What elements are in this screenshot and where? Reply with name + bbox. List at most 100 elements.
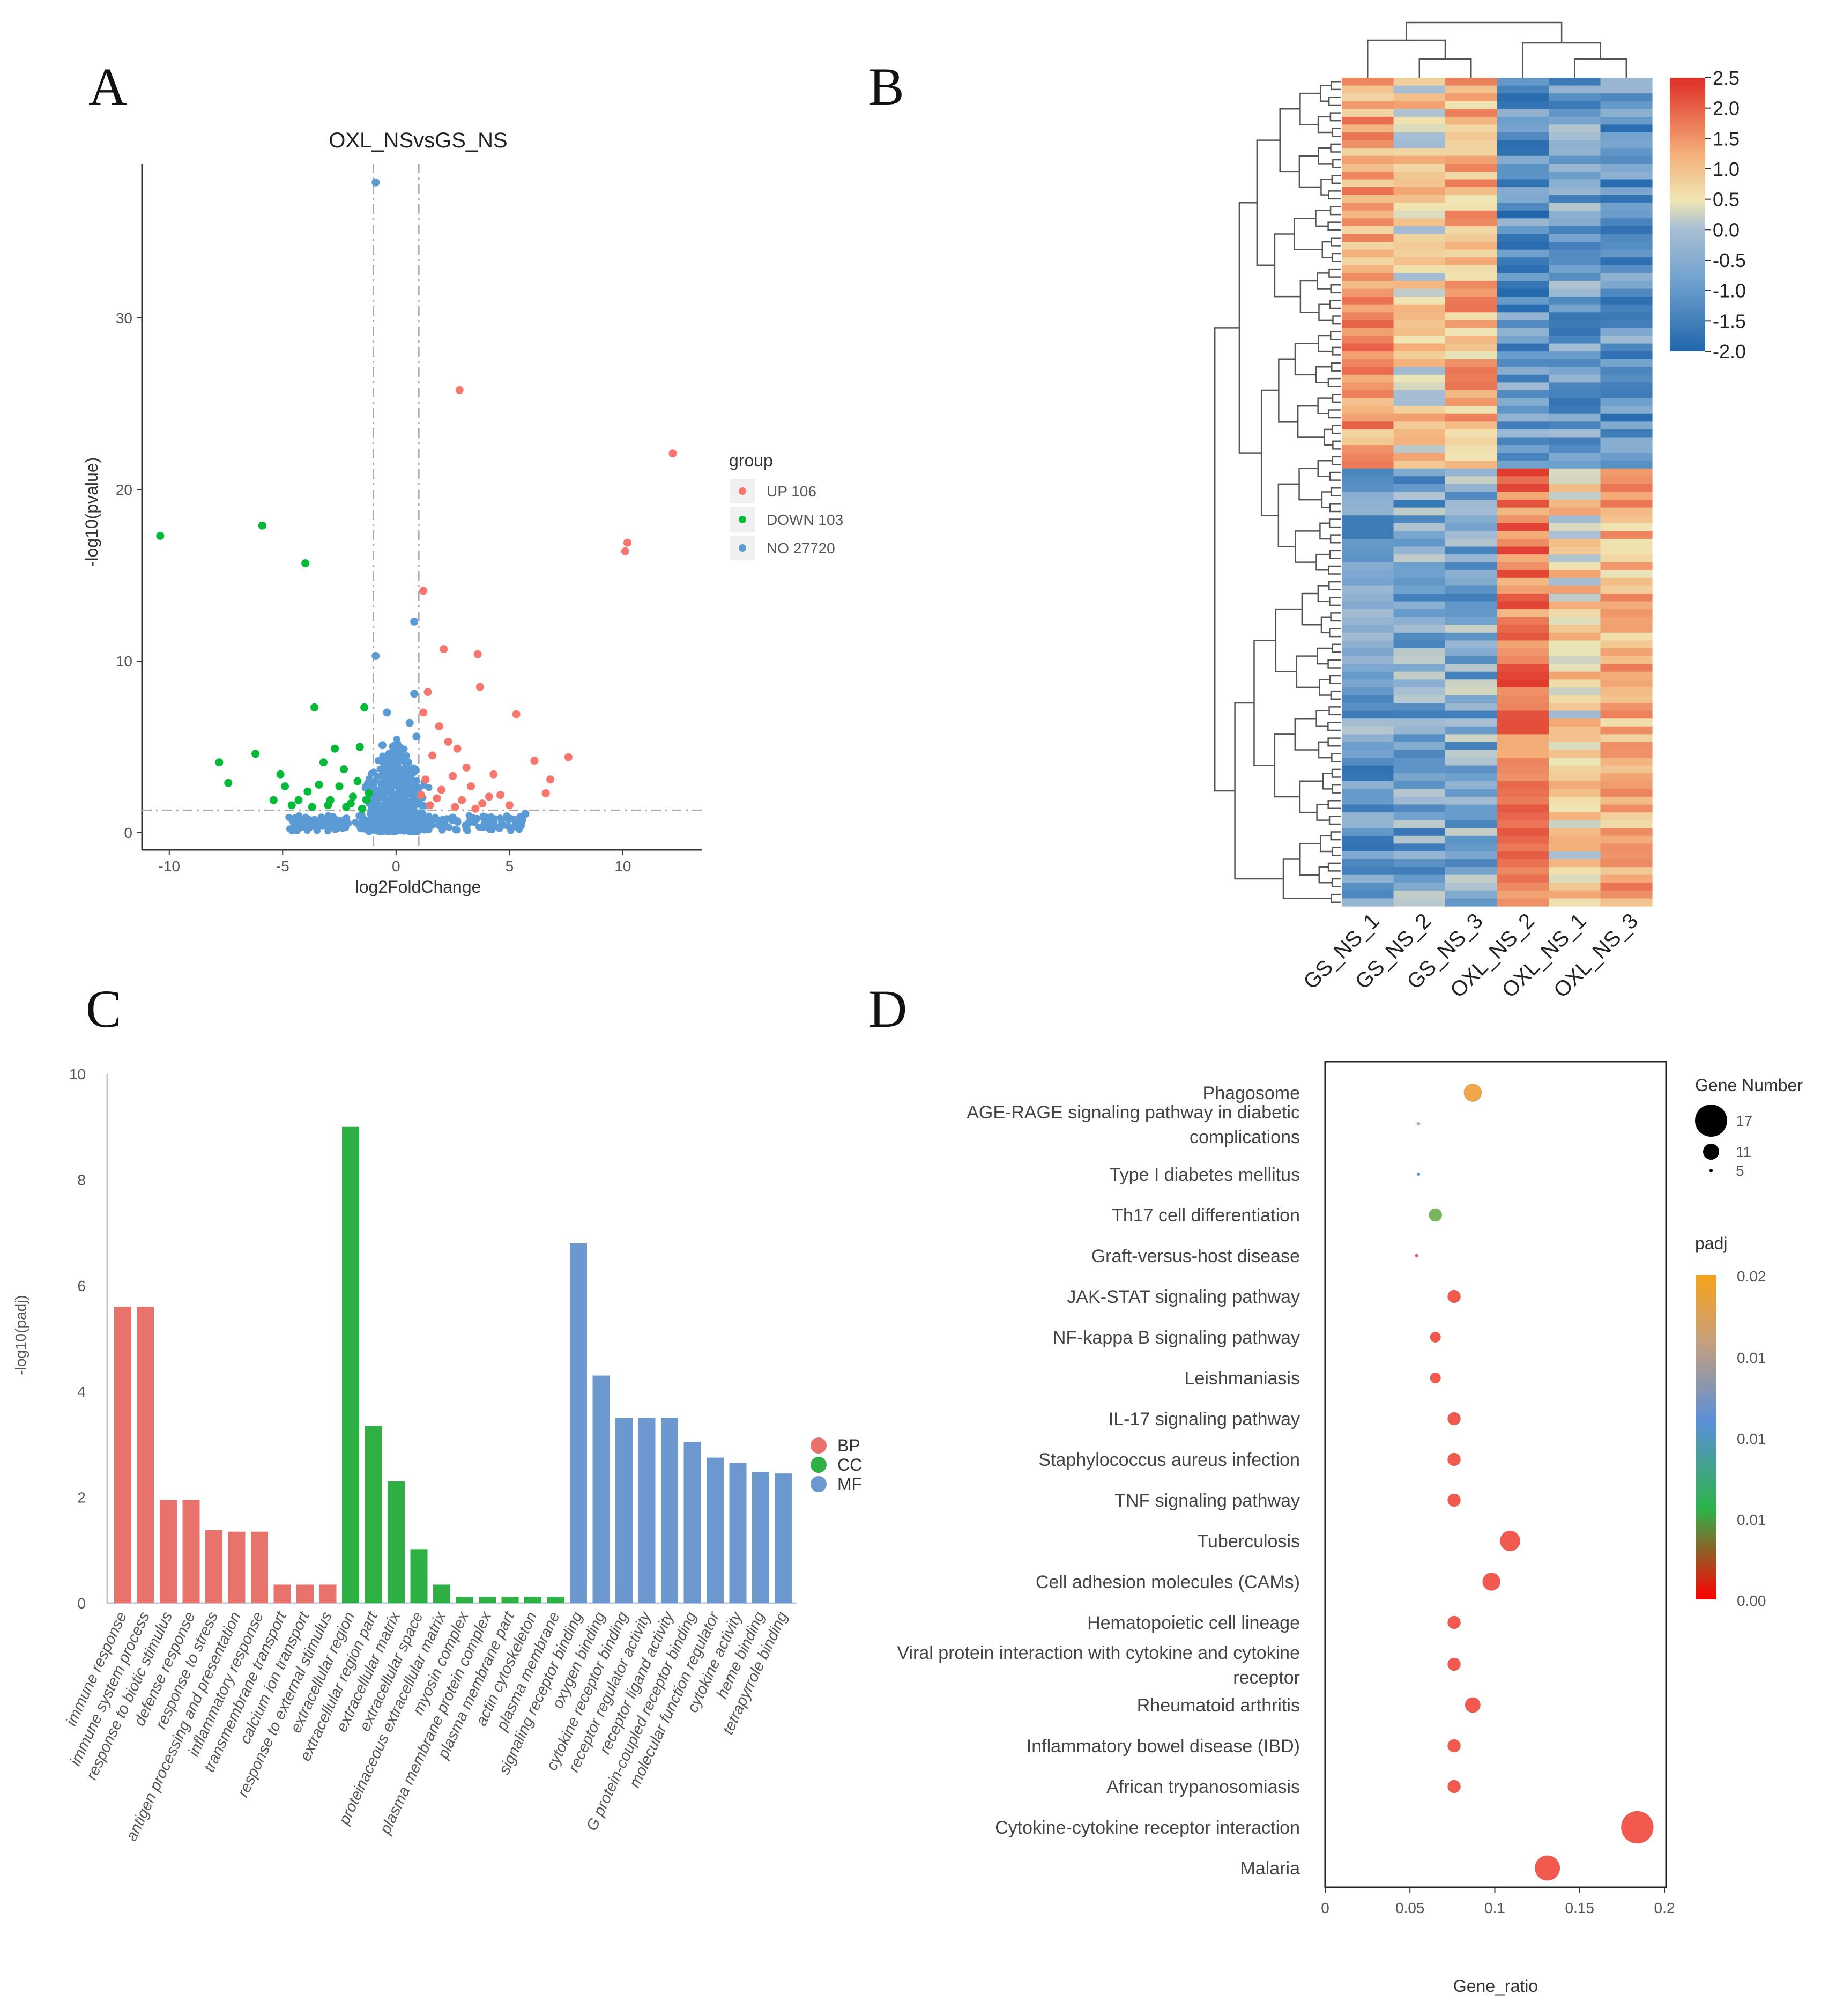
volcano-point-no-bg [503, 814, 510, 822]
volcano-point-no-bg [311, 823, 318, 831]
heatmap-cell [1393, 382, 1446, 391]
heatmap-cell [1393, 703, 1446, 711]
volcano-point-no-bg [381, 826, 389, 833]
heatmap-cell [1393, 867, 1446, 876]
heatmap-cell [1445, 140, 1498, 149]
heatmap-cell [1600, 78, 1653, 86]
heatmap-cell [1600, 328, 1653, 336]
heatmap-cell [1600, 109, 1653, 117]
heatmap-cell [1393, 445, 1446, 454]
heatmap-cell [1549, 132, 1601, 141]
heatmap-cell [1445, 695, 1498, 703]
heatmap-cell [1600, 273, 1653, 281]
heatmap-cell [1342, 883, 1394, 891]
dendrogram-link [1317, 397, 1333, 414]
dendrogram-link [1332, 643, 1341, 653]
heatmap-cell [1600, 593, 1653, 602]
heatmap-cell [1445, 632, 1498, 641]
heatmap-cell [1445, 898, 1498, 907]
heatmap-cell [1600, 507, 1653, 516]
heatmap-cell [1497, 195, 1549, 203]
heatmap-cell [1393, 406, 1446, 414]
volcano-point-down [215, 758, 224, 767]
heatmap-cell [1342, 867, 1394, 876]
heatmap-cell [1342, 421, 1394, 430]
heatmap-cell [1445, 874, 1498, 883]
heatmap-cell [1549, 625, 1601, 633]
go-bar [251, 1531, 268, 1603]
heatmap-cell [1600, 398, 1653, 406]
dendrogram-link [1328, 706, 1341, 716]
heatmap-cell [1445, 577, 1498, 587]
heatmap-cell [1393, 234, 1446, 242]
heatmap-cell [1497, 742, 1549, 751]
heatmap-cell [1342, 374, 1394, 383]
dendrogram-link [1330, 690, 1341, 700]
panel-letter-b: B [868, 57, 904, 116]
heatmap-cell [1393, 617, 1446, 625]
volcano-point-no [401, 796, 410, 804]
heatmap-cell [1445, 413, 1498, 422]
volcano-point-down [156, 531, 165, 540]
volcano-y-tick-label: 20 [116, 481, 132, 498]
size-legend-dot-11 [1703, 1144, 1719, 1160]
dendrogram-link [1328, 581, 1341, 590]
heatmap-cell [1549, 179, 1601, 188]
heatmap-cell [1600, 85, 1653, 94]
heatmap-cell [1445, 171, 1498, 180]
heatmap-cell [1549, 593, 1601, 602]
heatmap-cell [1600, 828, 1653, 836]
volcano-point-no [410, 617, 419, 626]
heatmap-cell [1393, 859, 1446, 868]
heatmap-cell [1497, 280, 1549, 290]
volcano-point-up [473, 650, 482, 658]
heatmap-cell [1549, 187, 1601, 196]
heatmap-cell [1342, 546, 1394, 555]
kegg-term-label: Hematopoietic cell lineage [1087, 1613, 1300, 1633]
heatmap-cell [1445, 867, 1498, 876]
heatmap-cell [1342, 390, 1394, 399]
dendrogram-link [1328, 565, 1341, 575]
volcano-point-no-bg [403, 826, 411, 834]
go-bar [638, 1418, 656, 1603]
go-bar [479, 1597, 496, 1603]
heatmap-cell [1445, 609, 1498, 618]
heatmap-cell [1393, 280, 1446, 290]
heatmap-cell [1342, 625, 1394, 633]
heatmap-cell [1497, 468, 1549, 477]
volcano-point-no [396, 791, 405, 799]
heatmap-cell [1600, 429, 1653, 438]
heatmap-cell [1445, 390, 1498, 399]
legend-dot-down [739, 516, 746, 523]
dendrogram-link [1406, 21, 1563, 43]
volcano-point-no-bg [359, 814, 367, 822]
dendrogram-link [1327, 799, 1341, 810]
heatmap-cell [1342, 859, 1394, 868]
heatmap-cell [1497, 585, 1549, 594]
kegg-bubble [1499, 1530, 1521, 1552]
heatmap-cell [1445, 101, 1498, 109]
heatmap-cell [1497, 632, 1549, 641]
heatmap-cell [1342, 843, 1394, 852]
dendrogram-link [1316, 804, 1330, 821]
heatmap-cell [1549, 140, 1601, 149]
heatmap-cell [1497, 249, 1549, 258]
dendrogram-link [1331, 237, 1341, 247]
kegg-term-label: Cell adhesion molecules (CAMs) [1036, 1572, 1300, 1592]
kegg-term-label: JAK-STAT signaling pathway [1067, 1287, 1300, 1307]
heatmap-cell [1600, 171, 1653, 180]
heatmap-cell [1393, 453, 1446, 461]
heatmap-cell [1342, 898, 1394, 907]
dendrogram-link [1296, 655, 1320, 688]
heatmap-cell [1600, 726, 1653, 735]
volcano-point-no [403, 768, 412, 777]
heatmap-cell [1497, 859, 1549, 868]
heatmap-cell [1549, 484, 1601, 493]
heatmap-cell [1393, 320, 1446, 329]
dendrogram-link [1329, 675, 1341, 684]
heatmap-cell [1549, 406, 1601, 414]
heatmap-cell [1342, 101, 1394, 109]
kegg-color-legend: padj 0.02 0.01 0.01 0.01 0.00 [1695, 1234, 1766, 1609]
dendrogram-link [1331, 768, 1341, 778]
heatmap-cell [1445, 796, 1498, 805]
